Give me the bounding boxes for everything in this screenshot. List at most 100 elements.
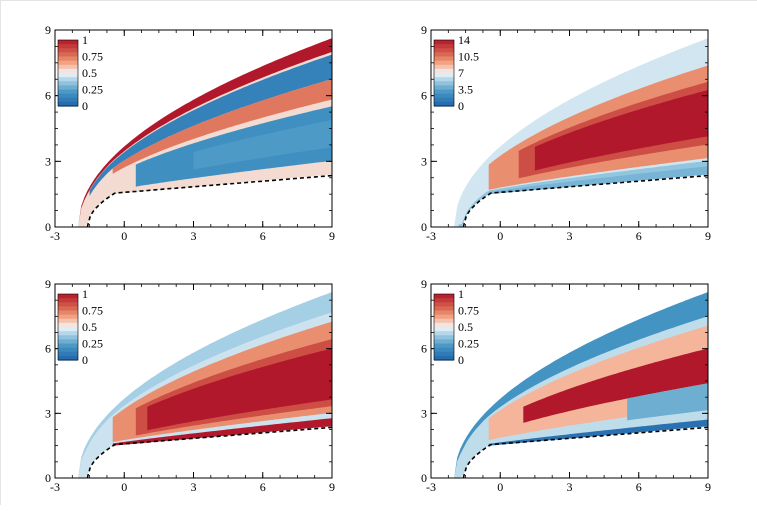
x-tick-label: -3 <box>426 229 436 243</box>
colorbar-swatch <box>434 85 454 91</box>
x-tick-label: 6 <box>636 480 642 494</box>
legend-label: 3.5 <box>458 83 473 97</box>
legend-label: 0.5 <box>82 320 97 334</box>
y-tick-label: 0 <box>45 471 51 485</box>
colorbar-swatch <box>434 89 454 95</box>
colorbar-swatch <box>58 40 78 45</box>
colorbar-swatch <box>434 93 454 99</box>
legend-label: 1 <box>82 33 88 47</box>
colorbar-frame <box>433 293 455 361</box>
y-tick-label: 0 <box>45 220 51 234</box>
colorbar-swatch <box>434 68 454 74</box>
y-tick-label: 9 <box>421 277 427 291</box>
legend-label: 0 <box>458 99 464 113</box>
contour-field <box>454 38 708 227</box>
colorbar-swatch <box>434 339 454 345</box>
x-tick-label: 6 <box>260 480 266 494</box>
colorbar-swatch <box>434 327 454 332</box>
x-tick-label: -3 <box>50 480 60 494</box>
legend-label: 1 <box>82 287 88 301</box>
y-tick-label: 6 <box>45 89 51 103</box>
colorbar-frame <box>57 293 79 361</box>
legend-label: 0 <box>82 353 88 367</box>
colorbar-swatch <box>58 101 78 107</box>
dashed-boundary-line <box>462 426 708 478</box>
colorbar-swatch <box>434 310 454 316</box>
legend-label: 7 <box>458 66 464 80</box>
contour-band-5 <box>112 418 332 446</box>
colorbar-swatch <box>434 322 454 328</box>
x-tick-label: -3 <box>426 480 436 494</box>
contour-band-5 <box>488 166 708 195</box>
x-tick-label: 0 <box>497 480 503 494</box>
colorbar-legend: 14 10.5 7 3.5 0 <box>433 33 479 113</box>
colorbar-swatch <box>58 318 78 324</box>
colorbar-swatch <box>58 89 78 95</box>
colorbar-swatch <box>58 322 78 328</box>
contour-band-4 <box>627 383 708 421</box>
colorbar-swatch <box>434 351 454 357</box>
legend-label: 0 <box>458 353 464 367</box>
x-tick-label: 3 <box>567 229 573 243</box>
y-tick-label: 0 <box>421 220 427 234</box>
y-tick-label: 3 <box>45 406 51 420</box>
colorbar-swatch <box>58 48 78 53</box>
colorbar-swatch <box>58 351 78 357</box>
colorbar-swatch <box>58 314 78 320</box>
contour-band-5 <box>488 419 708 446</box>
colorbar-swatch <box>434 52 454 58</box>
x-tick-label: 9 <box>705 480 711 494</box>
legend-label: 0 <box>82 99 88 113</box>
colorbar-swatch <box>434 331 454 336</box>
colorbar-swatch <box>58 60 78 66</box>
colorbar-swatch <box>434 64 454 70</box>
colorbar-swatch <box>434 77 454 82</box>
contour-band-5 <box>193 119 332 170</box>
colorbar-swatch <box>434 335 454 340</box>
colorbar-swatch <box>434 306 454 312</box>
colorbar-swatch <box>58 294 78 299</box>
colorbar-swatch <box>434 294 454 299</box>
colorbar-swatch <box>434 73 454 78</box>
contour-band-1 <box>78 38 332 227</box>
contour-field <box>78 292 332 478</box>
y-tick-label: 3 <box>421 154 427 168</box>
colorbar-swatch <box>58 302 78 307</box>
colorbar-legend: 1 0.75 0.5 0.25 0 <box>57 33 103 113</box>
dashed-boundary-line <box>462 174 708 227</box>
x-tick-label: 6 <box>636 229 642 243</box>
legend-label: 1 <box>458 287 464 301</box>
x-tick-label: 3 <box>567 480 573 494</box>
dashed-boundary-line <box>86 426 332 478</box>
y-tick-label: 6 <box>421 89 427 103</box>
colorbar-swatch <box>58 355 78 361</box>
legend-label: 14 <box>458 33 470 47</box>
colorbar-swatch <box>434 56 454 62</box>
colorbar-swatch <box>434 318 454 324</box>
colorbar-swatch <box>434 97 454 103</box>
colorbar-swatch <box>58 64 78 70</box>
legend-label: 0.5 <box>82 66 97 80</box>
contour-field <box>454 292 708 478</box>
colorbar-swatch <box>434 298 454 303</box>
x-tick-label: 3 <box>191 229 197 243</box>
colorbar-swatch <box>58 97 78 103</box>
legend-label: 0.25 <box>82 337 103 351</box>
legend-label: 10.5 <box>458 50 479 64</box>
colorbar-swatch <box>58 331 78 336</box>
y-tick-label: 6 <box>45 342 51 356</box>
colorbar-swatch <box>58 343 78 349</box>
y-tick-label: 3 <box>421 406 427 420</box>
colorbar-swatch <box>434 60 454 66</box>
y-tick-label: 6 <box>421 342 427 356</box>
legend-label: 0.75 <box>82 50 103 64</box>
colorbar-legend: 1 0.75 0.5 0.25 0 <box>57 287 103 367</box>
x-tick-label: 9 <box>329 480 335 494</box>
legend-label: 0.75 <box>82 304 103 318</box>
x-tick-label: 0 <box>497 229 503 243</box>
y-tick-label: 9 <box>421 23 427 37</box>
contour-band-4 <box>534 90 708 171</box>
